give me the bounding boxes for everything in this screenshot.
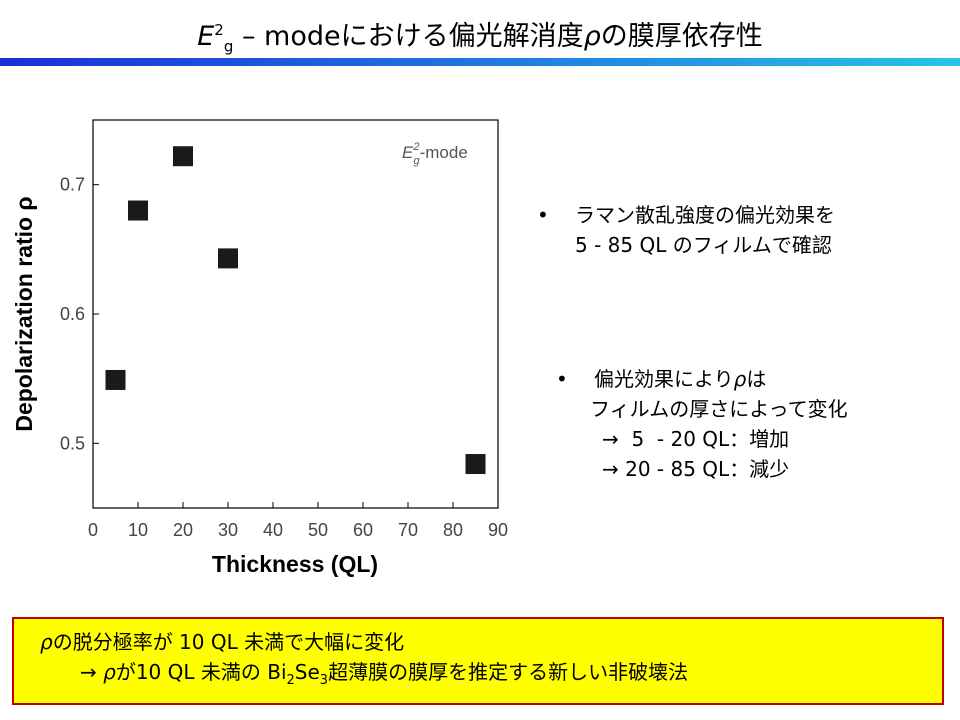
x-tick-label: 10 (128, 520, 148, 540)
y-tick-label: 0.6 (60, 304, 85, 324)
x-tick-label: 60 (353, 520, 373, 540)
bullet-1-line-1: ラマン散乱強度の偏光効果を (575, 203, 835, 227)
summary-line-1-text: の脱分極率が 10 QL 未満で大幅に変化 (52, 630, 405, 654)
bullet-2-arrow-2: → 20 - 85 QL：減少 (602, 457, 790, 481)
x-tick-label: 30 (218, 520, 238, 540)
title-symbol: E (197, 21, 215, 52)
scatter-chart: 0 10 20 30 40 50 60 70 80 90 0.5 0.6 0.7 Thickness … (11, 119, 508, 577)
title-superscript: 2 (214, 21, 224, 39)
bullet-2-suffix: は (746, 367, 767, 391)
summary-rho-1: ρ (40, 630, 53, 654)
x-tick-label: 20 (173, 520, 193, 540)
data-points (105, 146, 486, 475)
bullet-2-prefix: 偏光効果により (594, 367, 734, 391)
bullet-symbol: • (537, 203, 549, 227)
summary-sub-2: 3 (319, 673, 329, 688)
slide-title: E2g – modeにおける偏光解消度ρの膜厚依存性 (0, 10, 960, 56)
bullet-1-line-2: 5 - 85 QL のフィルムで確認 (575, 233, 832, 257)
annotation-superscript: 2 (412, 141, 419, 153)
y-axis-label: Depolarization ratio ρ (11, 196, 37, 431)
title-rho: ρ (583, 21, 601, 52)
x-tick-label: 0 (88, 520, 98, 540)
x-tick-label: 40 (263, 520, 283, 540)
summary-arrow: → (80, 660, 104, 684)
title-subscript: g (223, 37, 234, 56)
y-tick-label: 0.5 (60, 433, 85, 453)
y-axis-ticks: 0.5 0.6 0.7 (60, 175, 99, 453)
x-tick-label: 70 (398, 520, 418, 540)
annotation-symbol: E (402, 143, 414, 162)
chart-annotation: E2 g-mode (402, 141, 468, 167)
summary-line-2-a: が10 QL 未満の Bi (115, 660, 287, 684)
data-point (218, 248, 238, 269)
bullet-1: • ラマン散乱強度の偏光効果を 5 - 85 QL のフィルムで確認 (537, 200, 835, 260)
title-text: – modeにおける偏光解消度 (233, 21, 584, 52)
bullet-2-arrow-1: → 5 - 20 QL：増加 (602, 427, 790, 451)
bullet-symbol: • (556, 367, 568, 391)
data-point (105, 369, 126, 390)
summary-line-2-b: Se (294, 660, 320, 684)
annotation-text: -mode (420, 143, 468, 162)
data-point (128, 200, 148, 221)
summary-sub-1: 2 (286, 673, 295, 688)
x-tick-label: 50 (308, 520, 328, 540)
data-point (173, 146, 193, 167)
summary-line-2: → ρが10 QL 未満の Bi2Se3超薄膜の膜厚を推定する新しい非破壊法 (40, 657, 942, 696)
x-tick-label: 80 (443, 520, 463, 540)
x-axis-label: Thickness (QL) (212, 551, 378, 577)
x-axis-ticks: 0 10 20 30 40 50 60 70 80 90 (88, 502, 508, 540)
x-tick-label: 90 (488, 520, 508, 540)
annotation-subscript: g (413, 155, 420, 167)
summary-line-2-c: 超薄膜の膜厚を推定する新しい非破壊法 (328, 660, 689, 684)
summary-rho-2: ρ (103, 660, 116, 684)
summary-line-1: ρの脱分極率が 10 QL 未満で大幅に変化 (40, 627, 942, 657)
y-tick-label: 0.7 (60, 175, 85, 195)
bullet-2-rho: ρ (733, 367, 747, 391)
title-tail: の膜厚依存性 (600, 21, 763, 52)
title-gradient-bar (0, 58, 960, 66)
data-point (465, 454, 486, 475)
summary-box: ρの脱分極率が 10 QL 未満で大幅に変化 → ρが10 QL 未満の Bi2… (12, 617, 944, 705)
bullet-2: • 偏光効果によりρは フィルムの厚さによって変化 → 5 - 20 QL：増加 … (556, 364, 848, 484)
bullet-2-line-2: フィルムの厚さによって変化 (590, 397, 848, 421)
plot-frame (92, 119, 499, 509)
